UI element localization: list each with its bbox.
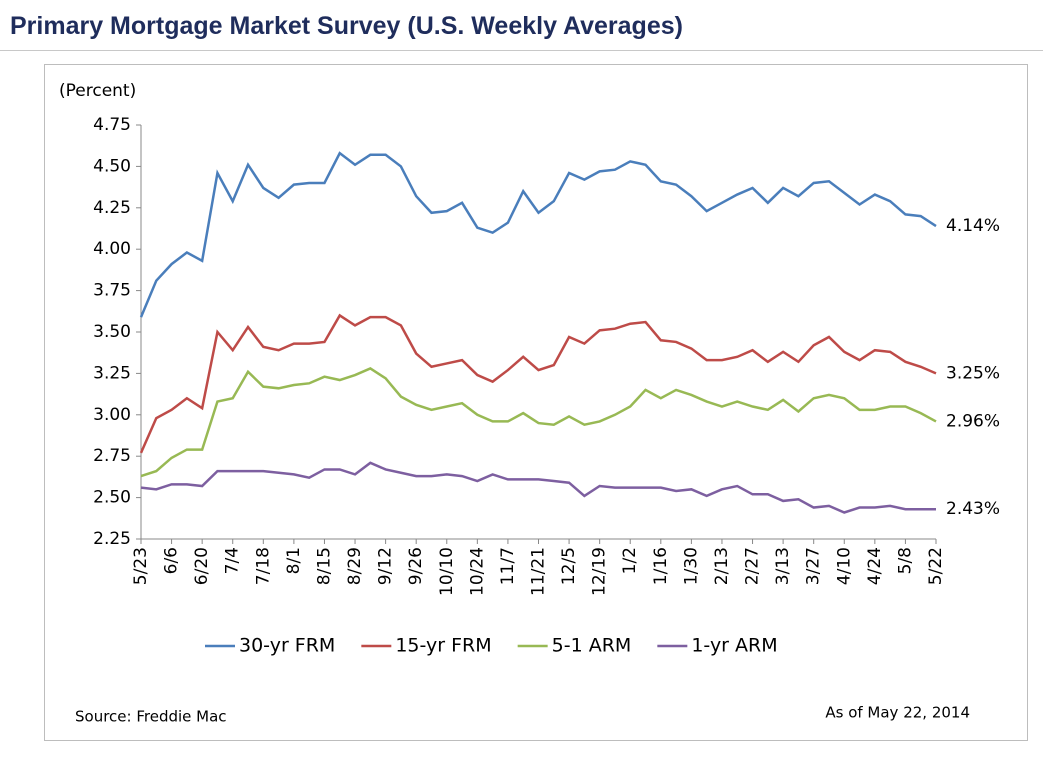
- divider: [0, 50, 1043, 51]
- date-note: As of May 22, 2014: [825, 704, 970, 722]
- x-tick-label: 1/30: [681, 547, 701, 585]
- x-tick-label: 12/19: [590, 547, 610, 596]
- page-title: Primary Mortgage Market Survey (U.S. Wee…: [10, 12, 683, 40]
- x-tick-label: 4/10: [834, 547, 854, 585]
- legend: 30-yr FRM 15-yr FRM 5-1 ARM 1-yr ARM: [205, 635, 778, 657]
- legend-label: 5-1 ARM: [552, 635, 632, 657]
- x-tick-label: 6/20: [192, 547, 212, 585]
- y-tick-label: 4.75: [93, 115, 131, 135]
- end-label: 2.96%: [946, 411, 1000, 431]
- series-line: [140, 367, 937, 478]
- x-tick-label: 1/2: [620, 547, 640, 574]
- x-tick-label: 9/26: [406, 547, 426, 585]
- x-tick-label: 5/8: [895, 547, 915, 574]
- x-tick-label: 3/27: [804, 547, 824, 585]
- x-tick-label: 5/23: [131, 547, 151, 585]
- x-tick-label: 9/12: [376, 547, 396, 585]
- y-tick-label: 2.50: [93, 488, 131, 508]
- x-tick-label: 4/24: [865, 547, 885, 585]
- x-tick-label: 2/27: [743, 547, 763, 585]
- chart: (Percent) Source: Freddie Mac As of May …: [59, 81, 1000, 726]
- x-tick-label: 8/1: [284, 547, 304, 574]
- y-tick-label: 3.00: [93, 405, 131, 425]
- end-label: 2.43%: [946, 499, 1000, 519]
- y-tick-label: 4.00: [93, 239, 131, 259]
- chart-frame: (Percent) Source: Freddie Mac As of May …: [44, 64, 1028, 741]
- y-tick-label: 3.75: [93, 281, 131, 301]
- end-label: 4.14%: [946, 216, 1000, 236]
- x-tick-label: 7/18: [253, 547, 273, 585]
- y-tick-label: 2.75: [93, 446, 131, 466]
- x-tick-label: 7/4: [223, 547, 243, 574]
- source-note: Source: Freddie Mac: [75, 708, 227, 726]
- x-tick-label: 10/10: [437, 547, 457, 596]
- series-line: [140, 461, 936, 514]
- x-tick-label: 10/24: [467, 547, 487, 596]
- legend-label: 15-yr FRM: [395, 635, 491, 657]
- y-tick-label: 4.50: [93, 156, 131, 176]
- x-tick-label: 11/21: [529, 547, 549, 596]
- x-tick-label: 12/5: [559, 547, 579, 585]
- end-label: 3.25%: [946, 363, 1000, 383]
- y-tick-label: 3.25: [93, 363, 131, 383]
- x-tick-label: 3/13: [773, 547, 793, 585]
- x-tick-label: 5/22: [926, 547, 946, 585]
- y-axis-label: (Percent): [59, 81, 136, 101]
- series-line: [139, 313, 937, 454]
- x-tick-label: 6/6: [162, 547, 182, 574]
- x-tick-label: 2/13: [712, 547, 732, 585]
- legend-label: 1-yr ARM: [691, 635, 777, 657]
- x-tick-label: 11/7: [498, 547, 518, 585]
- x-tick-label: 1/16: [651, 547, 671, 585]
- series-line: [139, 151, 937, 318]
- y-tick-label: 3.50: [93, 322, 131, 342]
- y-tick-label: 4.25: [93, 198, 131, 218]
- y-tick-label: 2.25: [93, 529, 131, 549]
- x-tick-label: 8/15: [314, 547, 334, 585]
- x-tick-label: 8/29: [345, 547, 365, 585]
- legend-label: 30-yr FRM: [239, 635, 335, 657]
